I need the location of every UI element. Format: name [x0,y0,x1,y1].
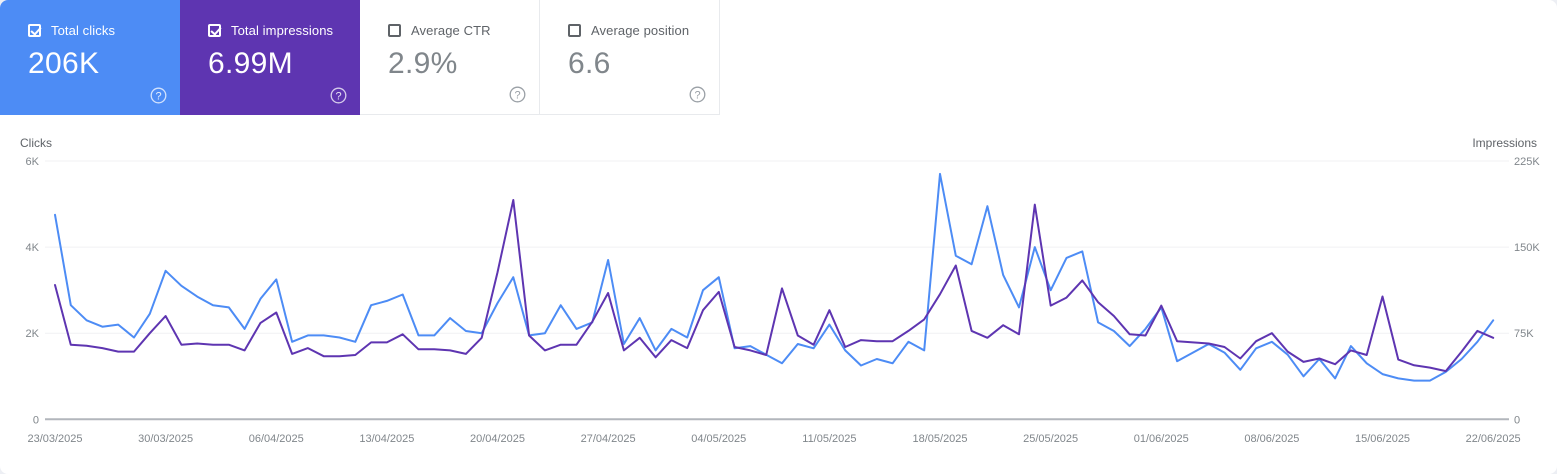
average-position-label: Average position [591,23,690,38]
average-position-value: 6.6 [568,47,611,80]
total-clicks-checkbox-icon[interactable] [28,24,41,37]
svg-text:?: ? [694,89,700,101]
clicks-axis-tick: 4K [26,242,40,254]
clicks-line [54,172,1495,382]
metric-card-total-impressions[interactable]: Total impressions 6.99M ? [180,0,360,115]
date-axis-label: 25/05/2025 [1023,433,1078,445]
date-axis-label: 11/05/2025 [802,433,856,445]
metric-card-average-position[interactable]: Average position 6.6 ? [540,0,720,115]
impressions-axis-tick: 225K [1514,156,1540,168]
date-axis-label: 30/03/2025 [138,433,193,445]
metric-cards-row: Total clicks 206K ? Total impressions 6.… [0,0,1557,115]
help-icon[interactable]: ? [330,87,347,104]
svg-text:?: ? [155,90,161,102]
date-axis-label: 23/03/2025 [27,433,82,445]
date-axis-label: 15/06/2025 [1355,433,1410,445]
metric-card-total-clicks[interactable]: Total clicks 206K ? [0,0,180,115]
clicks-axis-tick: 6K [26,156,40,168]
date-axis-label: 27/04/2025 [581,433,636,445]
clicks-axis-tick: 0 [33,414,39,426]
clicks-axis-tick: 2K [26,328,40,340]
average-ctr-checkbox-icon[interactable] [388,24,401,37]
impressions-axis-tick: 75K [1514,328,1534,340]
date-axis-label: 06/04/2025 [249,433,304,445]
total-clicks-label: Total clicks [51,23,116,38]
performance-time-series-chart[interactable]: 6K 4K 2K 0 225K 150K 75K 0 Clicks Impressions 23/0… [0,115,1557,474]
date-axis-label: 01/06/2025 [1134,433,1189,445]
metric-card-average-ctr[interactable]: Average CTR 2.9% ? [360,0,540,115]
help-icon[interactable]: ? [150,87,167,104]
date-axis-label: 22/06/2025 [1466,433,1521,445]
help-icon[interactable]: ? [689,86,706,103]
average-ctr-value: 2.9% [388,47,458,80]
impressions-axis-title: Impressions [1472,136,1537,150]
impressions-axis-tick: 150K [1514,242,1540,254]
total-clicks-value: 206K [28,47,100,80]
date-axis-label: 13/04/2025 [359,433,414,445]
date-axis-label: 18/05/2025 [912,433,967,445]
average-position-checkbox-icon[interactable] [568,24,581,37]
help-icon[interactable]: ? [509,86,526,103]
total-impressions-checkbox-icon[interactable] [208,24,221,37]
total-impressions-label: Total impressions [231,23,334,38]
clicks-axis-title: Clicks [20,136,52,150]
date-axis-label: 04/05/2025 [691,433,746,445]
date-axis-label: 08/06/2025 [1244,433,1299,445]
average-ctr-label: Average CTR [411,23,491,38]
svg-text:?: ? [514,89,520,101]
date-axis-label: 20/04/2025 [470,433,525,445]
impressions-line [54,199,1495,373]
svg-text:?: ? [335,90,341,102]
impressions-axis-tick: 0 [1514,414,1520,426]
total-impressions-value: 6.99M [208,47,293,80]
